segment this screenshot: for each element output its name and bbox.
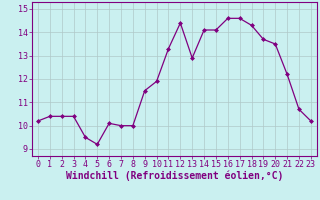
X-axis label: Windchill (Refroidissement éolien,°C): Windchill (Refroidissement éolien,°C) [66,171,283,181]
